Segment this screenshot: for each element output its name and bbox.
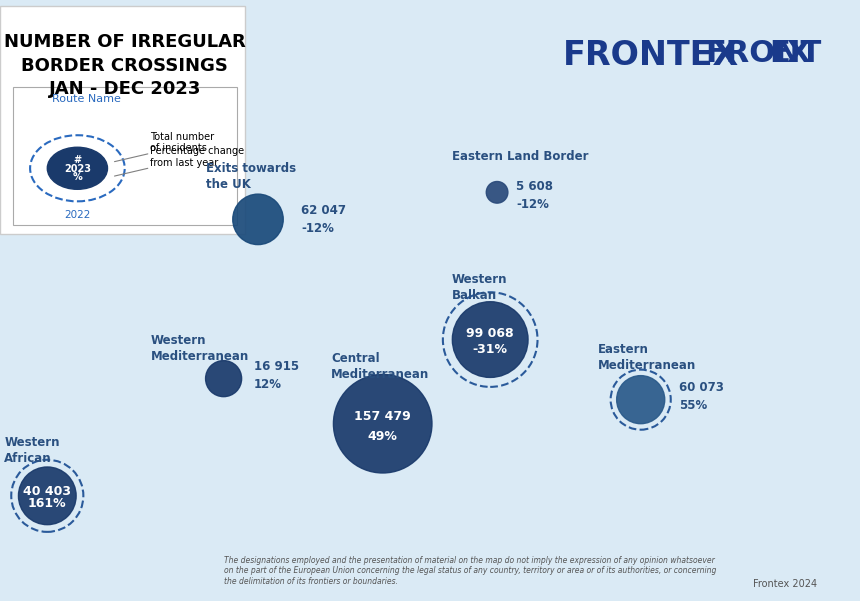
Text: 16 915: 16 915 bbox=[254, 360, 298, 373]
Text: 55%: 55% bbox=[679, 399, 708, 412]
Text: Western
African: Western African bbox=[4, 436, 60, 465]
FancyBboxPatch shape bbox=[13, 87, 236, 225]
Text: 99 068: 99 068 bbox=[466, 328, 514, 340]
FancyBboxPatch shape bbox=[0, 6, 245, 234]
Text: 40 403: 40 403 bbox=[23, 485, 71, 498]
Text: Total number
of incidents: Total number of incidents bbox=[150, 132, 215, 153]
Text: NUMBER OF IRREGULAR
BORDER CROSSINGS
JAN - DEC 2023: NUMBER OF IRREGULAR BORDER CROSSINGS JAN… bbox=[3, 33, 246, 98]
Text: Exits towards
the UK: Exits towards the UK bbox=[206, 162, 297, 191]
Text: 5 608: 5 608 bbox=[516, 180, 553, 193]
Text: Frontex 2024: Frontex 2024 bbox=[752, 579, 817, 589]
Ellipse shape bbox=[486, 182, 508, 203]
Text: Central
Mediterranean: Central Mediterranean bbox=[331, 352, 429, 380]
Text: -31%: -31% bbox=[473, 343, 507, 356]
Text: 60 073: 60 073 bbox=[679, 381, 724, 394]
Text: The designations employed and the presentation of material on the map do not imp: The designations employed and the presen… bbox=[224, 556, 716, 586]
Ellipse shape bbox=[617, 376, 665, 424]
Text: 157 479: 157 479 bbox=[354, 410, 411, 423]
Text: 2023: 2023 bbox=[64, 164, 91, 174]
Ellipse shape bbox=[206, 361, 242, 397]
Text: -12%: -12% bbox=[516, 198, 549, 211]
Text: 161%: 161% bbox=[28, 496, 66, 510]
Text: FRONT: FRONT bbox=[705, 39, 821, 68]
Text: Eastern Land Border: Eastern Land Border bbox=[452, 150, 588, 163]
Text: Percentage change
from last year: Percentage change from last year bbox=[150, 146, 244, 168]
Ellipse shape bbox=[452, 302, 528, 377]
Text: 49%: 49% bbox=[368, 430, 397, 442]
Text: 2022: 2022 bbox=[64, 210, 90, 221]
Text: X: X bbox=[787, 39, 810, 68]
Text: #: # bbox=[73, 156, 82, 165]
Text: 12%: 12% bbox=[254, 378, 282, 391]
Text: Western
Balkan: Western Balkan bbox=[452, 273, 507, 302]
Text: FRONTEX: FRONTEX bbox=[563, 39, 740, 72]
Text: Western
Mediterranean: Western Mediterranean bbox=[150, 334, 249, 362]
Text: E: E bbox=[770, 39, 790, 68]
Ellipse shape bbox=[233, 194, 283, 245]
Text: 62 047: 62 047 bbox=[301, 204, 346, 217]
Text: Route Name: Route Name bbox=[52, 94, 120, 104]
Circle shape bbox=[47, 147, 108, 189]
Ellipse shape bbox=[18, 467, 77, 525]
Text: %: % bbox=[72, 172, 83, 182]
Text: -12%: -12% bbox=[301, 222, 334, 235]
Text: Eastern
Mediterranean: Eastern Mediterranean bbox=[598, 343, 696, 371]
Ellipse shape bbox=[334, 374, 432, 473]
